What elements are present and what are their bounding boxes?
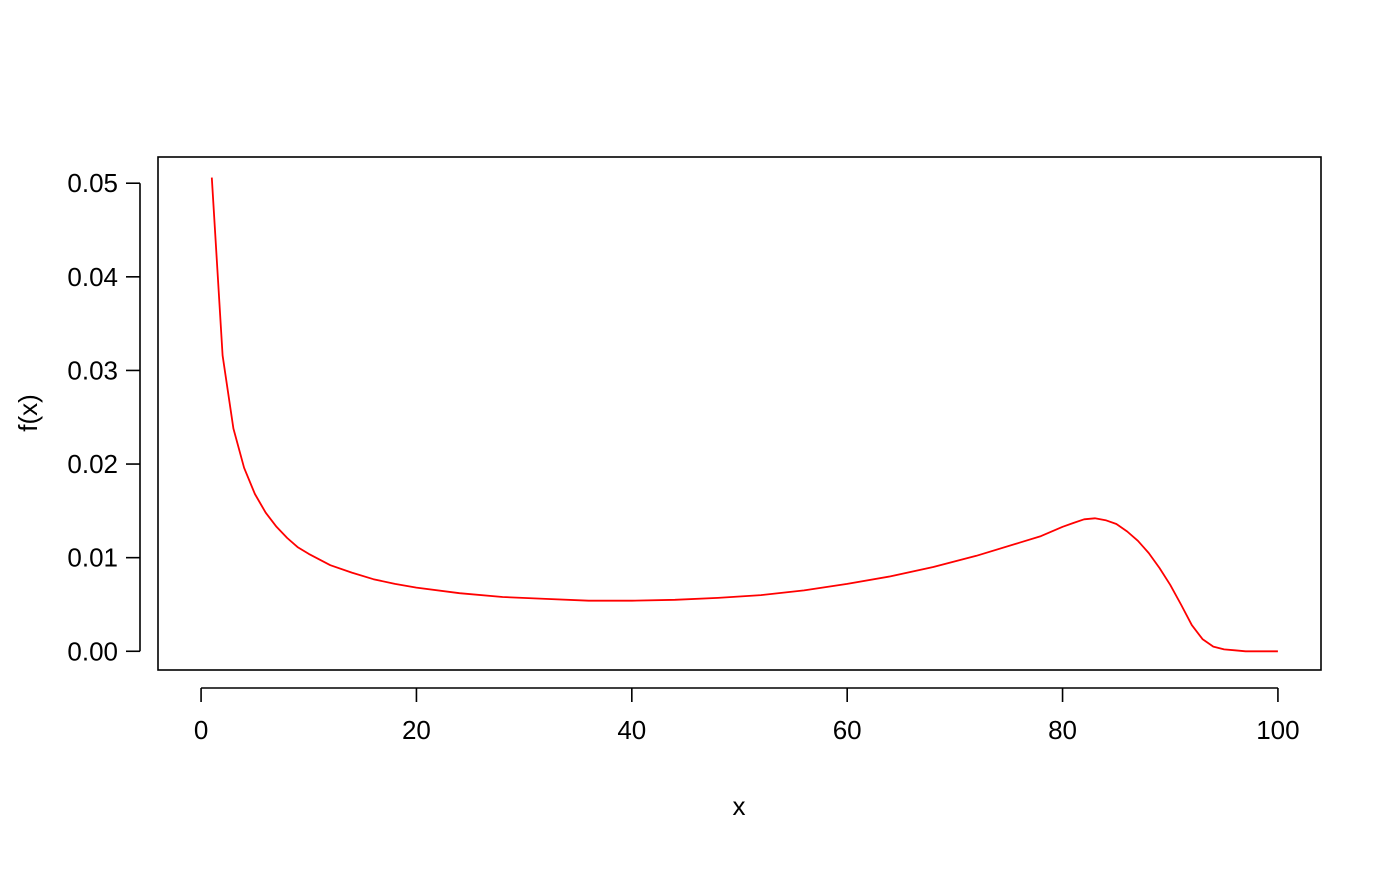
x-tick-label: 60	[833, 715, 862, 745]
series-lines	[210, 177, 1278, 653]
x-axis-title: x	[733, 791, 746, 821]
axes: 0 20 40 60 80 100 0.00 0.01 0.02 0.03 0.04 0.05	[67, 168, 1299, 745]
x-tick-label: 0	[194, 715, 208, 745]
x-tick-label: 100	[1256, 715, 1299, 745]
y-tick-label: 0.01	[67, 543, 118, 573]
y-tick-label: 0.03	[67, 355, 118, 385]
y-tick-label: 0.02	[67, 449, 118, 479]
y-axis-title: f(x)	[13, 394, 43, 432]
x-tick-label: 80	[1048, 715, 1077, 745]
series-line-0	[210, 177, 1278, 653]
x-tick-label: 40	[617, 715, 646, 745]
plot-frame	[157, 156, 1322, 671]
x-tick-label: 20	[402, 715, 431, 745]
y-tick-label: 0.04	[67, 262, 118, 292]
y-tick-label: 0.00	[67, 636, 118, 666]
y-tick-label: 0.05	[67, 168, 118, 198]
